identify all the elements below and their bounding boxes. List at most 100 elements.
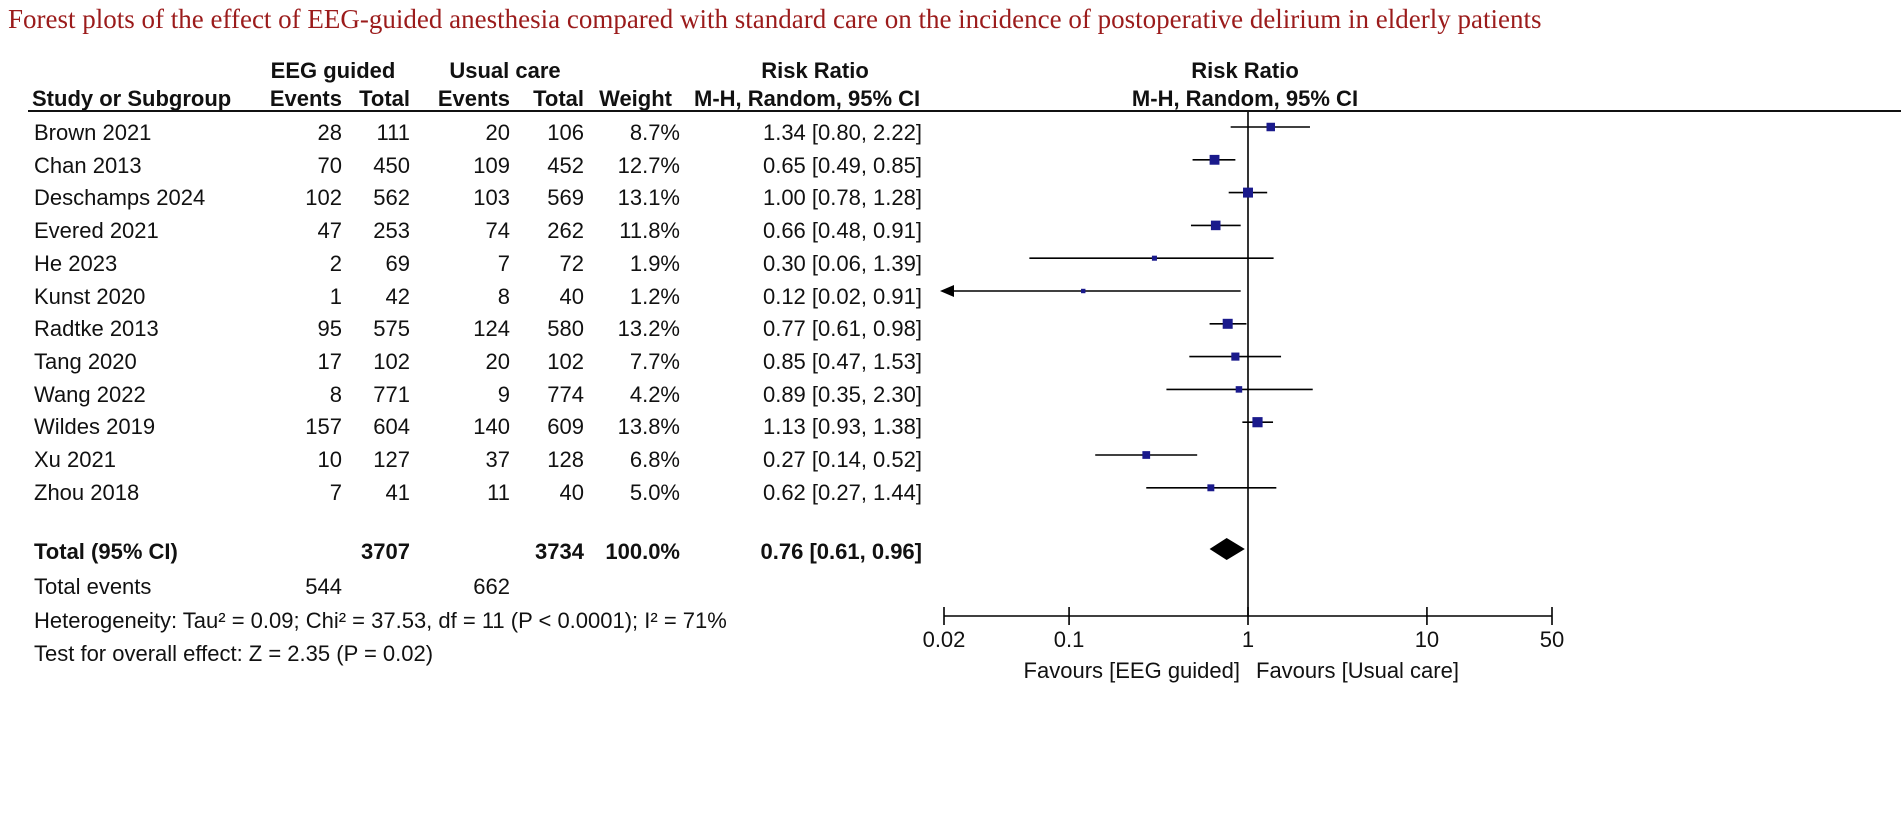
events2: 20 bbox=[485, 349, 510, 374]
favours-right-label: Favours [Usual care] bbox=[1256, 658, 1459, 683]
events2: 140 bbox=[473, 414, 510, 439]
rr-title-header: Risk Ratio bbox=[761, 58, 869, 83]
study-name: Radtke 2013 bbox=[34, 316, 159, 341]
events1: 28 bbox=[317, 120, 342, 145]
events2: 8 bbox=[497, 284, 510, 309]
total2: 580 bbox=[547, 316, 584, 341]
events2: 20 bbox=[485, 120, 510, 145]
study-name: Brown 2021 bbox=[34, 120, 152, 145]
events2: 74 bbox=[485, 218, 510, 243]
risk-ratio-ci: 0.12 [0.02, 0.91] bbox=[762, 284, 922, 309]
total1: 111 bbox=[376, 120, 410, 145]
risk-ratio-ci: 0.89 [0.35, 2.30] bbox=[762, 382, 922, 407]
study-name: He 2023 bbox=[34, 251, 118, 276]
risk-ratio-ci: 0.30 [0.06, 1.39] bbox=[762, 251, 922, 276]
total2: 452 bbox=[547, 153, 584, 178]
risk-ratio-ci: 0.27 [0.14, 0.52] bbox=[762, 447, 922, 472]
study-name: Kunst 2020 bbox=[34, 284, 146, 309]
events1: 1 bbox=[329, 284, 342, 309]
total2: 569 bbox=[547, 185, 584, 210]
events2: 109 bbox=[473, 153, 510, 178]
total1: 41 bbox=[385, 480, 410, 505]
total-label: Total (95% CI) bbox=[34, 539, 178, 564]
study-marker bbox=[1151, 255, 1157, 261]
group2-header: Usual care bbox=[449, 58, 561, 83]
x-axis-tick-label: 0.02 bbox=[923, 627, 966, 652]
plot-title-header: Risk Ratio bbox=[1191, 58, 1299, 83]
group1-header: EEG guided bbox=[270, 58, 396, 83]
study-marker bbox=[1231, 352, 1240, 361]
x-axis-tick-label: 0.1 bbox=[1054, 627, 1085, 652]
events1: 10 bbox=[317, 447, 342, 472]
events1-header: Events bbox=[269, 86, 342, 111]
events1: 70 bbox=[317, 153, 342, 178]
total1: 3707 bbox=[361, 539, 410, 564]
total1: 604 bbox=[373, 414, 410, 439]
study-marker bbox=[1142, 451, 1151, 459]
study-marker bbox=[1243, 187, 1253, 198]
events1: 157 bbox=[305, 414, 342, 439]
study-marker bbox=[1209, 154, 1220, 165]
events1: 17 bbox=[317, 349, 342, 374]
total1: 450 bbox=[373, 153, 410, 178]
total2: 106 bbox=[547, 120, 584, 145]
overall-effect-text: Test for overall effect: Z = 2.35 (P = 0… bbox=[34, 641, 434, 666]
rr-method-header: M-H, Random, 95% CI bbox=[694, 86, 921, 111]
total2: 72 bbox=[559, 251, 584, 276]
study-marker bbox=[1210, 220, 1221, 231]
study-name: Xu 2021 bbox=[34, 447, 116, 472]
weight: 11.8% bbox=[619, 218, 680, 243]
total-risk-ratio-ci: 0.76 [0.61, 0.96] bbox=[760, 539, 922, 564]
weight: 5.0% bbox=[629, 480, 680, 505]
events2-header: Events bbox=[437, 86, 510, 111]
events2: 124 bbox=[473, 316, 510, 341]
events1: 95 bbox=[317, 316, 342, 341]
total2: 3734 bbox=[535, 539, 584, 564]
total1: 253 bbox=[373, 218, 410, 243]
total1: 102 bbox=[373, 349, 410, 374]
plot-method-header: M-H, Random, 95% CI bbox=[1131, 86, 1359, 111]
weight: 6.8% bbox=[629, 447, 680, 472]
events1: 8 bbox=[329, 382, 342, 407]
weight: 1.9% bbox=[629, 251, 680, 276]
total2: 128 bbox=[547, 447, 584, 472]
weight: 13.8% bbox=[617, 414, 680, 439]
study-marker bbox=[1222, 318, 1233, 329]
total2: 40 bbox=[559, 480, 584, 505]
weight: 7.7% bbox=[629, 349, 680, 374]
total2: 40 bbox=[559, 284, 584, 309]
events1: 47 bbox=[317, 218, 342, 243]
risk-ratio-ci: 0.85 [0.47, 1.53] bbox=[762, 349, 922, 374]
total-events1: 544 bbox=[305, 574, 342, 599]
study-column-header: Study or Subgroup bbox=[32, 86, 232, 111]
study-name: Chan 2013 bbox=[34, 153, 142, 178]
ci-arrow-left bbox=[940, 285, 954, 297]
events2: 9 bbox=[497, 382, 510, 407]
total-events-label: Total events bbox=[34, 574, 152, 599]
study-name: Zhou 2018 bbox=[34, 480, 140, 505]
weight-header: Weight bbox=[599, 86, 672, 111]
total2-header: Total bbox=[533, 86, 584, 111]
study-marker bbox=[1235, 386, 1243, 393]
total1: 69 bbox=[385, 251, 410, 276]
header-rule bbox=[28, 110, 1901, 112]
events1: 7 bbox=[329, 480, 342, 505]
total2: 774 bbox=[547, 382, 584, 407]
study-name: Evered 2021 bbox=[34, 218, 159, 243]
total1: 42 bbox=[385, 284, 410, 309]
study-marker bbox=[1207, 484, 1215, 492]
risk-ratio-ci: 0.77 [0.61, 0.98] bbox=[762, 316, 922, 341]
total2: 609 bbox=[547, 414, 584, 439]
total1: 562 bbox=[373, 185, 410, 210]
weight: 4.2% bbox=[629, 382, 680, 407]
risk-ratio-ci: 1.34 [0.80, 2.22] bbox=[762, 120, 922, 145]
x-axis-tick-label: 10 bbox=[1415, 627, 1439, 652]
risk-ratio-ci: 1.00 [0.78, 1.28] bbox=[762, 185, 922, 210]
risk-ratio-ci: 0.65 [0.49, 0.85] bbox=[762, 153, 922, 178]
weight: 8.7% bbox=[629, 120, 680, 145]
total1-header: Total bbox=[359, 86, 410, 111]
total2: 102 bbox=[547, 349, 584, 374]
x-axis-tick-label: 1 bbox=[1242, 627, 1254, 652]
events2: 37 bbox=[485, 447, 510, 472]
